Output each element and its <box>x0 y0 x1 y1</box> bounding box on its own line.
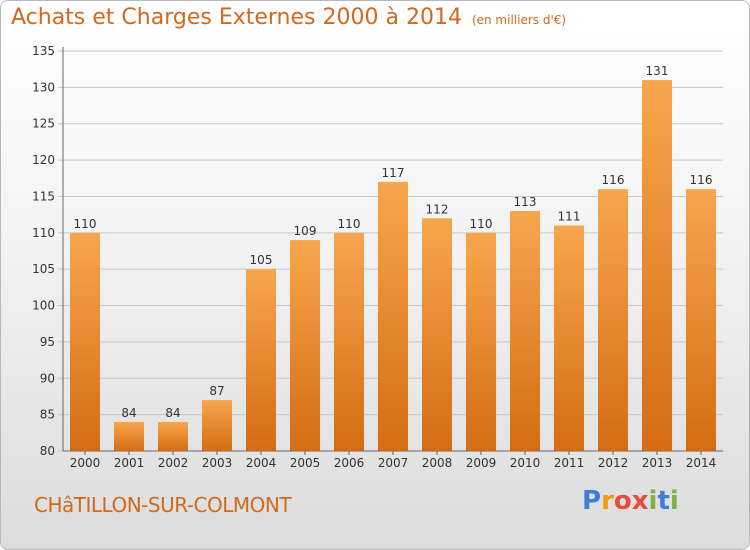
bar <box>642 80 672 451</box>
y-tick-label: 105 <box>32 262 55 276</box>
bar <box>510 211 540 451</box>
data-label: 111 <box>558 210 581 224</box>
x-tick-label: 2007 <box>378 456 409 470</box>
bar <box>246 269 276 451</box>
y-tick-label: 130 <box>32 80 55 94</box>
logo-letter: r <box>601 486 614 516</box>
logo-letter: i <box>648 486 658 516</box>
x-tick-label: 2003 <box>202 456 233 470</box>
logo-letter: i <box>669 486 679 516</box>
data-label: 84 <box>165 406 180 420</box>
bar <box>202 400 232 451</box>
bar <box>290 240 320 451</box>
y-tick-label: 125 <box>32 117 55 131</box>
data-label: 110 <box>470 217 493 231</box>
bar <box>334 232 364 451</box>
data-label: 84 <box>121 406 136 420</box>
x-tick-label: 2010 <box>510 456 541 470</box>
x-tick-label: 2011 <box>554 456 585 470</box>
x-tick-label: 2001 <box>114 456 145 470</box>
x-tick-label: 2013 <box>642 456 673 470</box>
bar <box>466 232 496 451</box>
x-tick-label: 2009 <box>466 456 497 470</box>
chart-title: Achats et Charges Externes 2000 à 2014 <box>11 5 462 30</box>
chart-unit: (en milliers d'€) <box>471 13 567 27</box>
data-label: 131 <box>646 64 669 78</box>
y-tick-label: 80 <box>40 444 55 458</box>
data-label: 109 <box>294 224 317 238</box>
y-tick-label: 85 <box>40 408 55 422</box>
town-name: CHâTILLON-SUR-COLMONT <box>34 493 292 517</box>
logo-letter: P <box>582 486 602 516</box>
data-label: 87 <box>209 384 224 398</box>
logo-letter: o <box>613 486 632 516</box>
x-tick-label: 2014 <box>686 456 717 470</box>
bar <box>158 421 188 451</box>
chart-header: Achats et Charges Externes 2000 à 2014 (e… <box>11 5 566 30</box>
x-tick-label: 2004 <box>246 456 277 470</box>
y-tick-label: 100 <box>32 299 55 313</box>
y-tick-label: 90 <box>40 371 55 385</box>
data-label: 105 <box>250 253 273 267</box>
y-tick-label: 95 <box>40 335 55 349</box>
proxiti-logo[interactable]: Proxiti <box>582 486 679 516</box>
data-label: 117 <box>382 166 405 180</box>
x-tick-label: 2006 <box>334 456 365 470</box>
bar <box>554 225 584 451</box>
bar <box>686 189 716 451</box>
data-label: 112 <box>426 202 449 216</box>
bar <box>598 189 628 451</box>
y-tick-label: 110 <box>32 226 55 240</box>
x-tick-label: 2008 <box>422 456 453 470</box>
x-tick-label: 2005 <box>290 456 321 470</box>
data-label: 110 <box>338 217 361 231</box>
x-tick-label: 2012 <box>598 456 629 470</box>
logo-letter: t <box>657 486 670 516</box>
data-label: 116 <box>690 173 713 187</box>
bar <box>114 421 144 451</box>
data-label: 110 <box>74 217 97 231</box>
bar <box>378 181 408 451</box>
y-tick-label: 120 <box>32 153 55 167</box>
x-tick-label: 2002 <box>158 456 189 470</box>
bar <box>70 232 100 451</box>
y-tick-label: 135 <box>32 44 55 58</box>
logo-letter: x <box>631 486 649 516</box>
y-tick-label: 115 <box>32 189 55 203</box>
bar <box>422 218 452 451</box>
data-label: 113 <box>514 195 537 209</box>
data-label: 116 <box>602 173 625 187</box>
x-tick-label: 2000 <box>70 456 101 470</box>
